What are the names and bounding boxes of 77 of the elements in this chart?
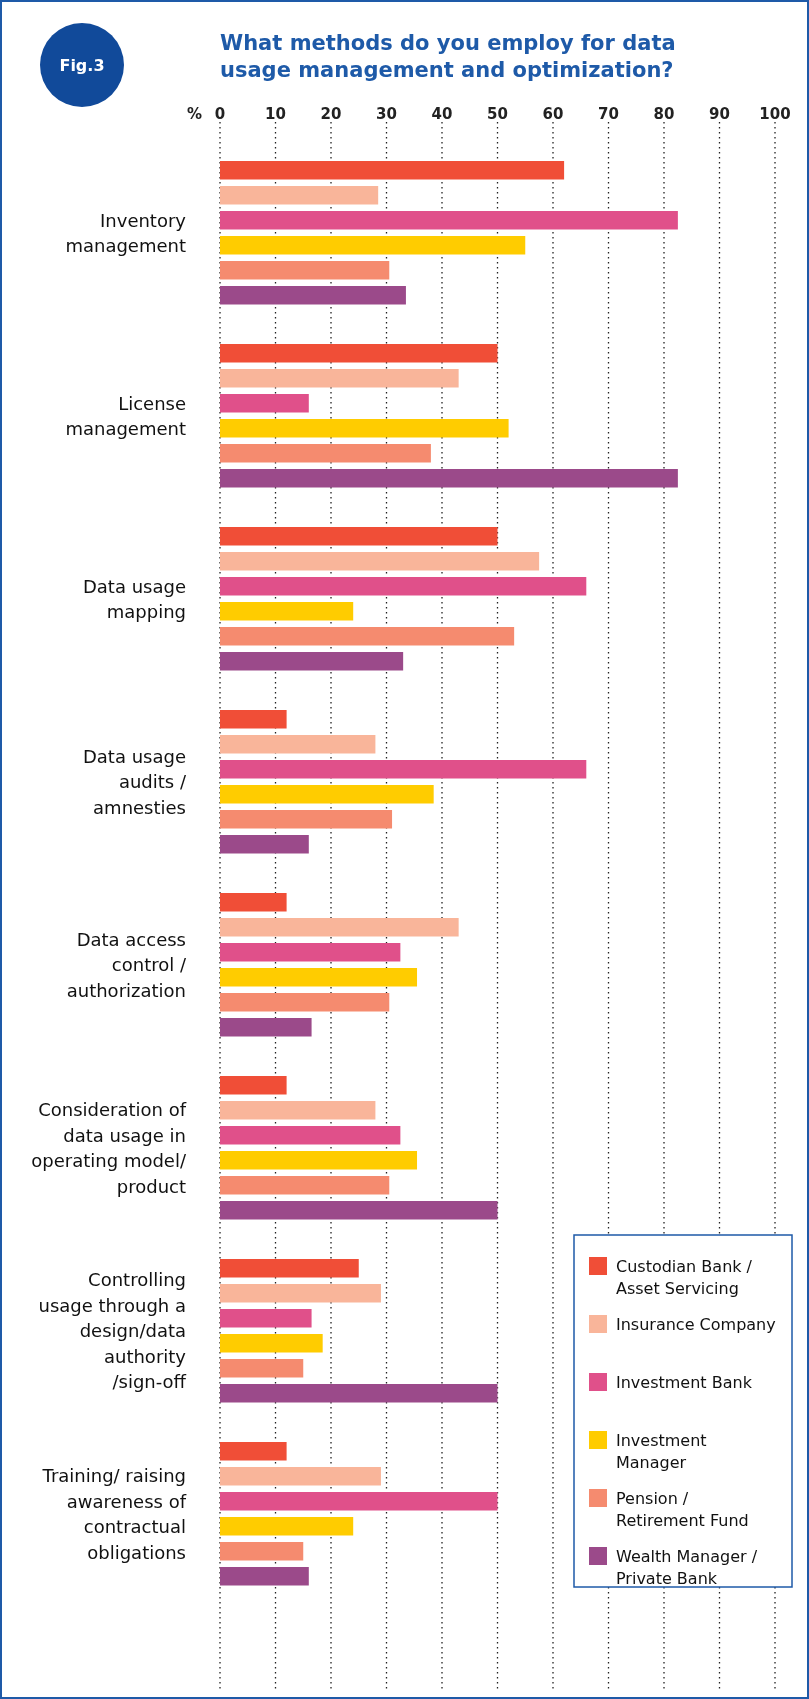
bar	[220, 1309, 312, 1328]
bar	[220, 394, 309, 413]
bar	[220, 710, 287, 729]
bar	[220, 1467, 381, 1486]
legend-label: Pension / Retirement Fund	[616, 1489, 749, 1530]
caption: Fig.3	[59, 56, 105, 75]
y-tick-label: License management	[65, 392, 186, 439]
bar	[220, 1201, 498, 1220]
x-tick-label: 10	[265, 105, 286, 123]
bar	[220, 1359, 304, 1378]
bar	[220, 527, 498, 546]
x-tick-label: 20	[320, 105, 342, 123]
y-tick-label: Data access control / authorization	[66, 928, 187, 1001]
bar	[220, 893, 287, 912]
bar	[220, 286, 406, 305]
bar	[220, 735, 376, 754]
y-tick-label: Consideration of data usage in operating model/ product	[31, 1099, 187, 1197]
bar	[220, 918, 459, 937]
y-tick-label: Data usage audits / amnesties	[82, 745, 187, 818]
bar	[220, 261, 390, 280]
legend-label: Investment Manager	[616, 1431, 707, 1472]
bar	[220, 943, 401, 962]
bar	[220, 810, 393, 829]
bar	[220, 211, 678, 230]
bar	[220, 344, 498, 363]
x-tick-label: 0	[214, 105, 226, 123]
bar	[220, 369, 459, 388]
bar	[220, 785, 434, 804]
bar	[220, 627, 515, 646]
bar	[220, 1542, 304, 1561]
bar	[220, 1567, 309, 1586]
bar	[220, 993, 390, 1012]
bar	[220, 1334, 323, 1353]
y-tick-label: Controlling usage through a design/data authority /sign-off	[38, 1269, 187, 1393]
bar	[220, 1101, 376, 1120]
bar	[220, 444, 431, 463]
bar	[220, 1018, 312, 1037]
legend-label: Insurance Company	[616, 1315, 776, 1334]
y-tick-label: Inventory management	[65, 209, 187, 256]
bar	[220, 835, 309, 854]
bar	[220, 1384, 498, 1403]
bar	[220, 161, 565, 180]
bar	[220, 1126, 401, 1145]
bar	[220, 236, 526, 255]
bar	[220, 552, 540, 571]
x-tick-label: 40	[431, 105, 453, 123]
bar	[220, 419, 509, 438]
bar	[220, 652, 404, 671]
bar	[220, 1517, 354, 1536]
x-tick-label: 70	[598, 105, 619, 123]
x-tick-label: 100	[759, 105, 791, 123]
bar	[220, 1442, 287, 1461]
legend-label: Custodian Bank / Asset Servicing	[616, 1257, 753, 1298]
y-tick-label: Training/ raising awareness of contractual obligations	[41, 1465, 187, 1563]
bar	[220, 602, 354, 621]
bar	[220, 186, 379, 205]
x-tick-label: 90	[709, 105, 730, 123]
y-tick-label: Data usage mapping	[82, 575, 186, 622]
x-tick-label: 80	[653, 105, 675, 123]
bar	[220, 968, 418, 987]
bar	[220, 1151, 418, 1170]
bar	[220, 577, 587, 596]
bar	[220, 1176, 390, 1195]
bar	[220, 1259, 359, 1278]
legend-label: Wealth Manager / Private Bank	[616, 1547, 758, 1588]
chart-title: What methods do you employ for data usage management and optimization?	[220, 31, 676, 82]
bar	[220, 469, 678, 488]
x-tick-label: 50	[487, 105, 508, 123]
badge: Fig.3	[40, 23, 124, 107]
bar	[220, 760, 587, 779]
x-tick-label: 30	[376, 105, 397, 123]
legend-label: Investment Bank	[616, 1373, 753, 1392]
x-tick-label: 60	[542, 105, 564, 123]
bar	[220, 1492, 498, 1511]
x-axis-title: %	[186, 105, 202, 123]
bar	[220, 1076, 287, 1095]
bar	[220, 1284, 381, 1303]
